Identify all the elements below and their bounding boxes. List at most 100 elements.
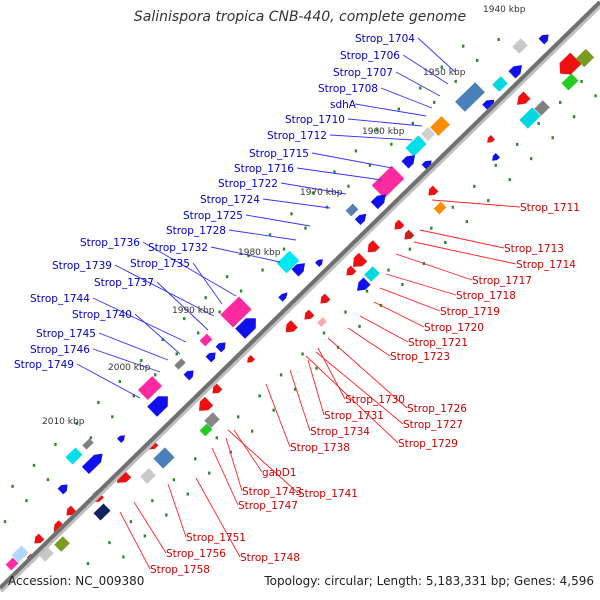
scale-tick <box>86 562 90 566</box>
scale-tick <box>462 44 465 48</box>
forward-gene-label[interactable]: Strop_1707 <box>333 67 393 79</box>
forward-gene-label[interactable]: Strop_1737 <box>94 277 154 289</box>
forward-gene-label[interactable]: Strop_1740 <box>72 309 132 321</box>
forward-gene-label[interactable]: Strop_1725 <box>183 210 243 222</box>
scale-tick <box>304 226 307 230</box>
label-leader <box>167 483 187 538</box>
label-leader <box>265 383 291 448</box>
label-leader <box>211 447 239 506</box>
reverse-gene-label[interactable]: gabD1 <box>262 467 297 479</box>
forward-gene-label[interactable]: Strop_1745 <box>36 328 96 340</box>
forward-gene-label[interactable]: Strop_1735 <box>130 258 190 270</box>
label-leader <box>355 103 427 117</box>
forward-gene-label[interactable]: Strop_1744 <box>30 293 90 305</box>
scale-tick <box>151 499 154 503</box>
scale-tick <box>165 513 168 517</box>
forward-gene-block <box>174 358 186 370</box>
scale-tick <box>454 79 457 83</box>
reverse-gene-label[interactable]: Strop_1756 <box>166 548 226 560</box>
reverse-gene-arrow <box>492 153 500 161</box>
forward-gene-label[interactable]: Strop_1716 <box>234 163 294 175</box>
reverse-gene-label[interactable]: Strop_1741 <box>298 488 358 500</box>
scale-tick <box>301 352 304 356</box>
label-leader <box>296 167 383 181</box>
reverse-gene-label[interactable]: Strop_1748 <box>240 552 300 564</box>
reverse-gene-label[interactable]: Strop_1718 <box>456 290 516 302</box>
reverse-gene-arrow <box>404 229 415 240</box>
scale-tick <box>225 275 229 279</box>
reverse-gene-label[interactable]: Strop_1726 <box>407 403 467 415</box>
reverse-gene-arrow <box>352 252 368 267</box>
scale-tick <box>122 555 125 559</box>
forward-gene-arrow <box>117 435 125 443</box>
forward-gene-label[interactable]: Strop_1728 <box>166 225 226 237</box>
forward-gene-label[interactable]: Strop_1736 <box>80 237 140 249</box>
label-leader <box>92 348 161 373</box>
forward-gene-arrow <box>81 453 103 474</box>
scale-tick <box>237 415 240 419</box>
forward-gene-label[interactable]: Strop_1724 <box>200 194 260 206</box>
scale-tick <box>444 241 447 245</box>
forward-gene-block <box>276 250 300 274</box>
forward-gene-label[interactable]: Strop_1746 <box>30 344 90 356</box>
reverse-gene-arrow <box>394 219 405 230</box>
reverse-gene-label[interactable]: Strop_1721 <box>408 337 468 349</box>
forward-gene-arrow <box>205 352 216 363</box>
forward-gene-label[interactable]: Strop_1704 <box>355 33 415 45</box>
reverse-gene-label[interactable]: Strop_1730 <box>345 394 405 406</box>
label-leader <box>133 501 167 554</box>
forward-gene-label[interactable]: Strop_1715 <box>249 148 309 160</box>
reverse-gene-arrow <box>198 396 214 411</box>
reverse-gene-label[interactable]: Strop_1734 <box>310 426 370 438</box>
reverse-gene-label[interactable]: Strop_1747 <box>238 500 298 512</box>
forward-gene-arrow <box>278 292 288 302</box>
forward-gene-label[interactable]: Strop_1708 <box>318 83 378 95</box>
label-leader <box>305 355 399 444</box>
scale-tick <box>529 157 533 161</box>
scale-tick <box>196 331 200 335</box>
reverse-gene-label[interactable]: Strop_1743 <box>242 486 302 498</box>
reverse-gene-label[interactable]: Strop_1731 <box>324 410 384 422</box>
scale-tick <box>132 394 135 398</box>
reverse-gene-block <box>317 317 327 327</box>
scale-tick <box>594 94 597 98</box>
reverse-gene-label[interactable]: Strop_1723 <box>390 351 450 363</box>
forward-gene-label[interactable]: Strop_1706 <box>340 50 400 62</box>
forward-gene-label[interactable]: Strop_1739 <box>52 260 112 272</box>
scale-tick <box>204 296 207 300</box>
reverse-gene-block <box>575 48 595 68</box>
reverse-gene-label[interactable]: Strop_1717 <box>472 275 532 287</box>
forward-gene-label[interactable]: Strop_1710 <box>285 114 345 126</box>
label-leader <box>192 262 223 305</box>
label-leader <box>307 359 325 416</box>
forward-gene-arrow <box>291 263 306 277</box>
forward-gene-arrow <box>183 370 194 381</box>
forward-gene-label[interactable]: Strop_1712 <box>267 130 327 142</box>
scale-tick <box>376 128 379 132</box>
reverse-gene-label[interactable]: Strop_1713 <box>504 243 564 255</box>
forward-gene-label[interactable]: Strop_1732 <box>148 242 208 254</box>
reverse-gene-label[interactable]: Strop_1711 <box>520 202 580 214</box>
reverse-gene-label[interactable]: Strop_1758 <box>150 564 210 576</box>
label-leader <box>347 118 423 127</box>
reverse-gene-label[interactable]: Strop_1738 <box>290 442 350 454</box>
reverse-gene-block <box>433 201 447 215</box>
forward-gene-label[interactable]: Strop_1722 <box>218 178 278 190</box>
scale-tick <box>487 199 490 203</box>
label-leader <box>379 287 441 312</box>
reverse-gene-label[interactable]: Strop_1714 <box>516 259 576 271</box>
reverse-gene-label[interactable]: Strop_1751 <box>186 532 246 544</box>
reverse-gene-label[interactable]: Strop_1719 <box>440 306 500 318</box>
reverse-gene-label[interactable]: Strop_1720 <box>424 322 484 334</box>
forward-gene-label[interactable]: sdhA <box>330 99 357 111</box>
scale-tick <box>411 121 415 125</box>
reverse-gene-label[interactable]: Strop_1729 <box>398 438 458 450</box>
reverse-gene-arrow <box>367 240 380 253</box>
scale-tick <box>97 400 100 404</box>
reverse-gene-label[interactable]: Strop_1727 <box>403 419 463 431</box>
scale-tick <box>108 541 111 545</box>
scale-tick <box>315 366 318 370</box>
label-leader <box>413 241 517 265</box>
scale-tick <box>365 289 369 293</box>
forward-gene-label[interactable]: Strop_1749 <box>14 359 74 371</box>
